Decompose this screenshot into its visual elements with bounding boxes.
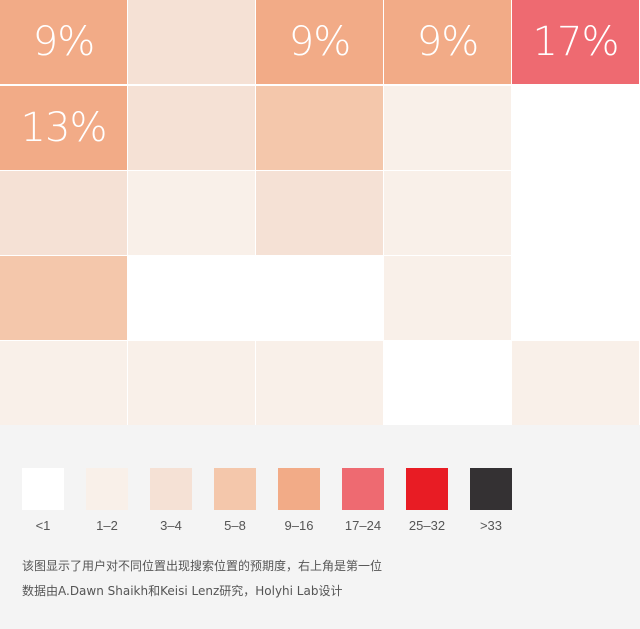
heatmap-cell-r3-c5 bbox=[512, 171, 639, 255]
legend-label: <1 bbox=[35, 518, 51, 533]
heatmap-cell-r4-c4 bbox=[384, 256, 511, 340]
cell-percentage-label: 9% bbox=[288, 19, 351, 65]
heatmap-cell-r2-c2 bbox=[128, 86, 255, 170]
heatmap-cell-r1-c3: 9% bbox=[256, 0, 383, 84]
heatmap-cell-r3-c2 bbox=[128, 171, 255, 255]
heatmap-cell-r4-c2 bbox=[128, 256, 255, 340]
heatmap-cell-r3-c3 bbox=[256, 171, 383, 255]
heatmap-cell-r1-c2 bbox=[128, 0, 255, 84]
legend-label: 1–2 bbox=[96, 518, 118, 533]
heatmap-cell-r4-c1 bbox=[0, 256, 127, 340]
heatmap-grid: 9% 9% 9% 17% 13% bbox=[0, 0, 640, 425]
heatmap-cell-r3-c1 bbox=[0, 171, 127, 255]
caption-credits: 数据由A.Dawn Shaikh和Keisi Lenz研究，Holyhi Lab… bbox=[22, 584, 343, 598]
legend-swatch bbox=[86, 468, 128, 510]
legend-item: <1 bbox=[13, 468, 73, 533]
legend-item: >33 bbox=[461, 468, 521, 533]
legend-label: 17–24 bbox=[344, 518, 382, 533]
legend-item: 9–16 bbox=[269, 468, 329, 533]
heatmap-cell-r4-c5 bbox=[512, 256, 639, 340]
legend-label: >33 bbox=[479, 518, 503, 533]
legend-item: 25–32 bbox=[397, 468, 457, 533]
cell-percentage-label: 13% bbox=[20, 105, 108, 151]
cell-percentage-label: 9% bbox=[416, 19, 479, 65]
heatmap-cell-r2-c4 bbox=[384, 86, 511, 170]
legend-swatch bbox=[150, 468, 192, 510]
legend-swatch bbox=[342, 468, 384, 510]
legend-swatch bbox=[214, 468, 256, 510]
heatmap-cell-r2-c1: 13% bbox=[0, 86, 127, 170]
legend-swatch bbox=[406, 468, 448, 510]
heatmap-cell-r4-c3 bbox=[256, 256, 383, 340]
legend-label: 5–8 bbox=[224, 518, 246, 533]
heatmap-cell-r2-c3 bbox=[256, 86, 383, 170]
legend-label: 25–32 bbox=[408, 518, 446, 533]
cell-percentage-label: 9% bbox=[32, 19, 95, 65]
heatmap-cell-r5-c2 bbox=[128, 341, 255, 425]
heatmap-cell-r5-c4 bbox=[384, 341, 511, 425]
legend-item: 5–8 bbox=[205, 468, 265, 533]
caption-description: 该图显示了用户对不同位置出现搜索位置的预期度，右上角是第一位 bbox=[22, 559, 383, 573]
legend-label: 3–4 bbox=[160, 518, 182, 533]
color-legend: <1 1–2 3–4 5–8 9–16 17–24 25–32 >33 bbox=[0, 468, 640, 538]
cell-percentage-label: 17% bbox=[532, 19, 620, 65]
legend-item: 17–24 bbox=[333, 468, 393, 533]
heatmap-cell-r1-c5: 17% bbox=[512, 0, 639, 84]
heatmap-cell-r1-c1: 9% bbox=[0, 0, 127, 84]
legend-label: 9–16 bbox=[284, 518, 314, 533]
heatmap-cell-r2-c5 bbox=[512, 86, 639, 170]
heatmap-cell-r5-c5 bbox=[512, 341, 639, 425]
heatmap-cell-r1-c4: 9% bbox=[384, 0, 511, 84]
legend-swatch bbox=[278, 468, 320, 510]
legend-item: 3–4 bbox=[141, 468, 201, 533]
heatmap-cell-r5-c1 bbox=[0, 341, 127, 425]
heatmap-cell-r3-c4 bbox=[384, 171, 511, 255]
legend-item: 1–2 bbox=[77, 468, 137, 533]
legend-swatch bbox=[22, 468, 64, 510]
legend-swatch bbox=[470, 468, 512, 510]
heatmap-cell-r5-c3 bbox=[256, 341, 383, 425]
